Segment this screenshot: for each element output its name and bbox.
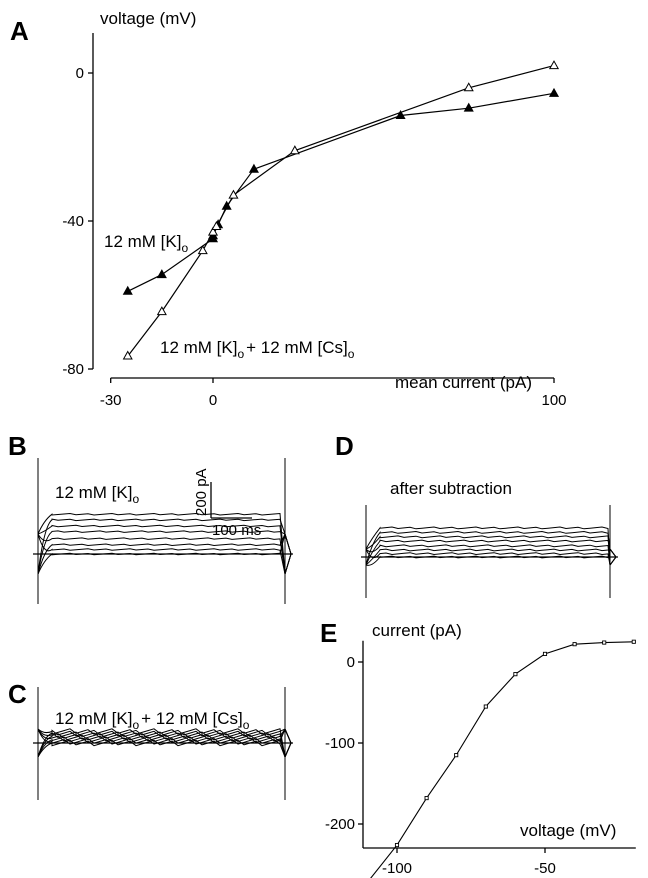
current-trace (365, 548, 617, 566)
panel-e: E current (pA) voltage (mV) 0 -100 -200 -10… (320, 618, 636, 878)
current-trace (37, 727, 292, 758)
panel-letter-b: B (8, 431, 27, 461)
panel-b-current-traces (33, 458, 293, 604)
open-triangle-marker (156, 306, 167, 316)
current-trace (37, 727, 292, 758)
current-trace (37, 728, 292, 758)
panel-a-axes (88, 33, 555, 383)
panel-a-x-tick-label: -30 (100, 392, 122, 409)
panel-c: C 12 mM [K]o + 12 mM [Cs]o (8, 679, 293, 800)
panel-e-x-tick-label: -50 (534, 860, 556, 877)
filled-triangle-marker (248, 163, 259, 173)
panel-letter-c: C (8, 679, 27, 709)
square-marker (542, 651, 548, 656)
square-marker (424, 796, 429, 801)
filled-triangle-marker (548, 87, 560, 97)
current-trace (365, 530, 617, 566)
current-trace (37, 533, 292, 575)
current-trace (37, 512, 292, 575)
current-trace (365, 539, 617, 566)
panel-b: B 12 mM [K]o 200 pA 100 ms (8, 431, 293, 604)
panel-letter-a: A (10, 16, 29, 46)
square-marker (602, 640, 607, 645)
current-trace (37, 728, 292, 759)
panel-letter-e: E (320, 618, 337, 648)
open-triangle-marker (211, 221, 222, 231)
panel-a: A voltage (mV) mean current (pA) 0 -40 -80… (10, 9, 567, 409)
panel-a-x-axis-label: mean current (pA) (395, 373, 532, 392)
square-marker (513, 672, 518, 677)
panel-a-y-tick-label: -40 (62, 213, 84, 230)
current-trace (37, 533, 292, 575)
open-triangle-marker (122, 350, 133, 360)
open-triangle-marker (548, 60, 560, 70)
current-trace (37, 518, 292, 575)
current-trace (365, 544, 617, 567)
panel-letter-d: D (335, 431, 354, 461)
square-marker (454, 753, 459, 758)
panel-a-y-tick-label: 0 (76, 65, 84, 82)
panel-e-y-tick-label: 0 (347, 654, 355, 671)
filled-triangle-marker (156, 269, 167, 279)
panel-e-x-tick-label: -100 (382, 860, 412, 877)
current-trace (365, 535, 617, 567)
panel-b-scale-current: 200 pA (193, 468, 210, 516)
panel-e-series-line-path (370, 641, 634, 878)
panel-e-series-line (370, 641, 634, 878)
square-marker (483, 704, 488, 709)
current-trace (37, 532, 292, 575)
panel-c-current-traces (33, 687, 293, 800)
panel-a-tick-labels: 0 -40 -80 -30 0 100 (62, 65, 566, 409)
panel-e-axes (358, 640, 636, 853)
panel-a-x-tick-label: 100 (541, 392, 566, 409)
panel-e-y-tick-label: -200 (325, 816, 355, 833)
current-trace (37, 532, 292, 575)
panel-e-tick-labels: 0 -100 -200 -100 -50 (325, 654, 556, 877)
current-trace (37, 530, 292, 575)
open-triangle-marker (207, 226, 219, 236)
open-triangle-marker (197, 245, 208, 255)
panel-b-scale-time: 100 ms (212, 522, 261, 539)
panel-e-y-tick-label: -100 (325, 735, 355, 752)
filled-triangle-marker (122, 285, 133, 295)
panel-a-series-lines (127, 65, 555, 357)
filled-triangle-marker (463, 102, 474, 112)
panel-e-markers (394, 639, 636, 848)
square-marker (631, 639, 636, 644)
panel-c-label: 12 mM [K]o + 12 mM [Cs]o (55, 709, 250, 732)
current-trace (365, 547, 617, 566)
panel-a-k-label: 12 mM [K]o (104, 232, 188, 255)
panel-a-series-2-line (127, 65, 555, 357)
panel-e-x-axis-label: voltage (mV) (520, 821, 616, 840)
panel-a-x-tick-label: 0 (209, 392, 217, 409)
filled-triangle-marker (395, 110, 406, 120)
panel-a-y-tick-label: -80 (62, 361, 84, 378)
panel-a-cs-label: 12 mM [K]o + 12 mM [Cs]o (160, 338, 355, 361)
panel-a-markers (122, 60, 560, 360)
current-trace (365, 548, 617, 567)
current-trace (37, 728, 292, 759)
panel-d-current-traces (361, 505, 618, 598)
current-trace (365, 526, 617, 567)
panel-a-series-1-line (127, 92, 555, 292)
square-marker (394, 843, 400, 848)
current-trace (37, 727, 292, 758)
current-trace (37, 728, 292, 759)
open-triangle-marker (228, 189, 239, 199)
panel-d: D after subtraction (335, 431, 618, 598)
square-marker (572, 642, 577, 647)
current-trace (37, 524, 292, 575)
filled-triangle-marker (221, 200, 232, 210)
open-triangle-marker (463, 82, 474, 92)
panel-b-label: 12 mM [K]o (55, 483, 139, 506)
panel-a-y-axis-label: voltage (mV) (100, 9, 196, 28)
panel-d-label: after subtraction (390, 479, 512, 498)
open-triangle-marker (289, 145, 300, 155)
panel-e-y-axis-label: current (pA) (372, 621, 462, 640)
